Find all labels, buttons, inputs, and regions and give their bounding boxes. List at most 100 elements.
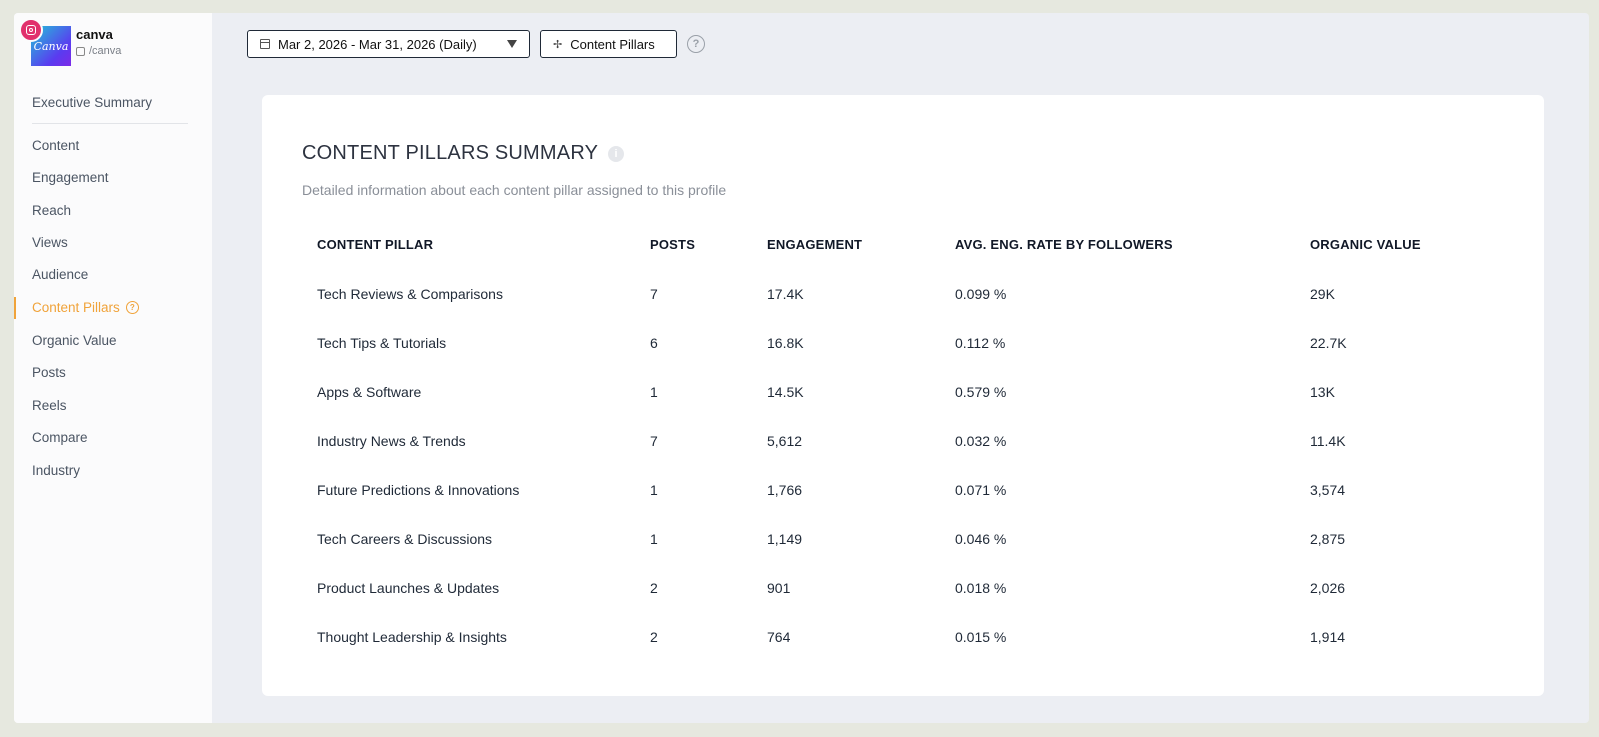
cell-pillar: Tech Tips & Tutorials <box>317 335 447 351</box>
profile-header[interactable]: Canva canva /canva <box>19 18 211 82</box>
instagram-small-icon <box>76 46 85 56</box>
caret-down-icon <box>507 40 517 48</box>
cell-pillar: Future Predictions & Innovations <box>317 482 520 498</box>
sidebar-item-label: Audience <box>32 267 89 282</box>
cell-organic-value: 3,574 <box>1310 482 1346 498</box>
sidebar-item-industry[interactable]: Industry <box>32 463 80 478</box>
cell-posts: 7 <box>650 433 658 449</box>
cell-posts: 6 <box>650 335 658 351</box>
sidebar-item-content[interactable]: Content <box>32 138 79 153</box>
table-row: Tech Reviews & Comparisons 7 17.4K 0.099… <box>262 286 1544 335</box>
cell-posts: 1 <box>650 531 658 547</box>
column-header-posts[interactable]: POSTS <box>650 237 696 252</box>
cell-pillar: Tech Reviews & Comparisons <box>317 286 503 302</box>
cell-posts: 2 <box>650 629 658 645</box>
table-row: Industry News & Trends 7 5,612 0.032 % 1… <box>262 433 1544 482</box>
cell-eng-rate: 0.112 % <box>955 335 1006 351</box>
cell-pillar: Product Launches & Updates <box>317 580 500 596</box>
cell-engagement: 764 <box>767 629 791 645</box>
calendar-icon <box>260 39 270 49</box>
sidebar-item-engagement[interactable]: Engagement <box>32 170 109 185</box>
cell-posts: 7 <box>650 286 658 302</box>
cell-posts: 1 <box>650 482 658 498</box>
sidebar-item-compare[interactable]: Compare <box>32 430 88 445</box>
help-icon[interactable]: ? <box>125 301 139 314</box>
cell-organic-value: 22.7K <box>1310 335 1347 351</box>
sidebar-item-label: Reels <box>32 398 67 413</box>
sidebar-divider <box>32 123 188 124</box>
cell-eng-rate: 0.015 % <box>955 629 1007 645</box>
date-range-picker[interactable]: Mar 2, 2026 - Mar 31, 2026 (Daily) <box>247 30 530 58</box>
help-icon[interactable]: ? <box>687 35 705 53</box>
cell-engagement: 5,612 <box>767 433 803 449</box>
sidebar-item-reach[interactable]: Reach <box>32 203 71 218</box>
sidebar-item-label: Engagement <box>32 170 109 185</box>
cell-organic-value: 13K <box>1310 384 1335 400</box>
toolbar: Mar 2, 2026 - Mar 31, 2026 (Daily) ✢ Con… <box>247 30 705 58</box>
table-row: Tech Tips & Tutorials 6 16.8K 0.112 % 22… <box>262 335 1544 384</box>
content-pillars-label: Content Pillars <box>570 36 655 52</box>
sidebar-item-label: Posts <box>32 365 66 380</box>
column-header-content-pillar[interactable]: CONTENT PILLAR <box>317 237 434 252</box>
sidebar-item-label: Content <box>32 138 80 153</box>
app-frame: Canva canva /canva Executive Summary Con… <box>14 13 1589 723</box>
table-row: Product Launches & Updates 2 901 0.018 %… <box>262 580 1544 629</box>
cell-engagement: 17.4K <box>767 286 804 302</box>
table-row: Tech Careers & Discussions 1 1,149 0.046… <box>262 531 1544 580</box>
content-pillars-card: CONTENT PILLARS SUMMARY i Detailed infor… <box>262 95 1544 696</box>
sidebar-item-label: Executive Summary <box>32 95 153 110</box>
cell-engagement: 901 <box>767 580 791 596</box>
table-row: Apps & Software 1 14.5K 0.579 % 13K <box>262 384 1544 433</box>
cell-eng-rate: 0.071 % <box>955 482 1007 498</box>
info-icon[interactable]: i <box>608 145 625 162</box>
cell-pillar: Tech Careers & Discussions <box>317 531 493 547</box>
sidebar-item-organic-value[interactable]: Organic Value <box>32 333 117 348</box>
sidebar-item-posts[interactable]: Posts <box>32 365 66 380</box>
cell-eng-rate: 0.018 % <box>955 580 1007 596</box>
table-row: Thought Leadership & Insights 2 764 0.01… <box>262 629 1544 678</box>
sidebar-item-label: Industry <box>32 463 81 478</box>
profile-handle: /canva <box>89 45 122 57</box>
sidebar: Canva canva /canva Executive Summary Con… <box>14 13 212 723</box>
sidebar-item-executive-summary[interactable]: Executive Summary <box>32 95 152 110</box>
card-title: CONTENT PILLARS SUMMARY <box>302 142 599 164</box>
cell-eng-rate: 0.046 % <box>955 531 1007 547</box>
cell-pillar: Thought Leadership & Insights <box>317 629 507 645</box>
cell-eng-rate: 0.579 % <box>955 384 1007 400</box>
sidebar-item-label: Reach <box>32 203 72 218</box>
cell-organic-value: 1,914 <box>1310 629 1346 645</box>
column-header-organic-value[interactable]: ORGANIC VALUE <box>1310 237 1421 252</box>
card-subtitle: Detailed information about each content … <box>302 182 727 198</box>
sidebar-item-views[interactable]: Views <box>32 235 68 250</box>
cell-posts: 2 <box>650 580 658 596</box>
cell-organic-value: 11.4K <box>1310 433 1346 449</box>
sidebar-item-label: Organic Value <box>32 333 117 348</box>
cell-pillar: Apps & Software <box>317 384 422 400</box>
cell-engagement: 14.5K <box>767 384 804 400</box>
cell-engagement: 16.8K <box>767 335 804 351</box>
content-pillars-button[interactable]: ✢ Content Pillars <box>540 30 677 58</box>
sidebar-item-reels[interactable]: Reels <box>32 398 67 413</box>
cell-pillar: Industry News & Trends <box>317 433 466 449</box>
cell-posts: 1 <box>650 384 658 400</box>
sidebar-item-label: Views <box>32 235 68 250</box>
date-range-label: Mar 2, 2026 - Mar 31, 2026 (Daily) <box>278 36 477 52</box>
cell-organic-value: 29K <box>1310 286 1335 302</box>
table-row: Future Predictions & Innovations 1 1,766… <box>262 482 1544 531</box>
sidebar-item-label: Content Pillars <box>32 300 120 315</box>
card-title-row: CONTENT PILLARS SUMMARY i <box>302 142 625 165</box>
profile-name: canva <box>76 27 113 42</box>
column-header-engagement[interactable]: ENGAGEMENT <box>767 237 863 252</box>
sparkle-icon: ✢ <box>553 38 563 51</box>
cell-organic-value: 2,875 <box>1310 531 1346 547</box>
instagram-icon <box>19 18 43 42</box>
profile-avatar: Canva <box>31 26 71 66</box>
active-indicator <box>14 297 16 319</box>
cell-eng-rate: 0.099 % <box>955 286 1007 302</box>
sidebar-item-content-pillars[interactable]: Content Pillars ? <box>32 300 139 315</box>
profile-handle-row: /canva <box>76 45 121 57</box>
sidebar-item-audience[interactable]: Audience <box>32 267 88 282</box>
sidebar-item-label: Compare <box>32 430 88 445</box>
column-header-avg-eng-rate[interactable]: AVG. ENG. RATE BY FOLLOWERS <box>955 237 1173 252</box>
cell-organic-value: 2,026 <box>1310 580 1346 596</box>
